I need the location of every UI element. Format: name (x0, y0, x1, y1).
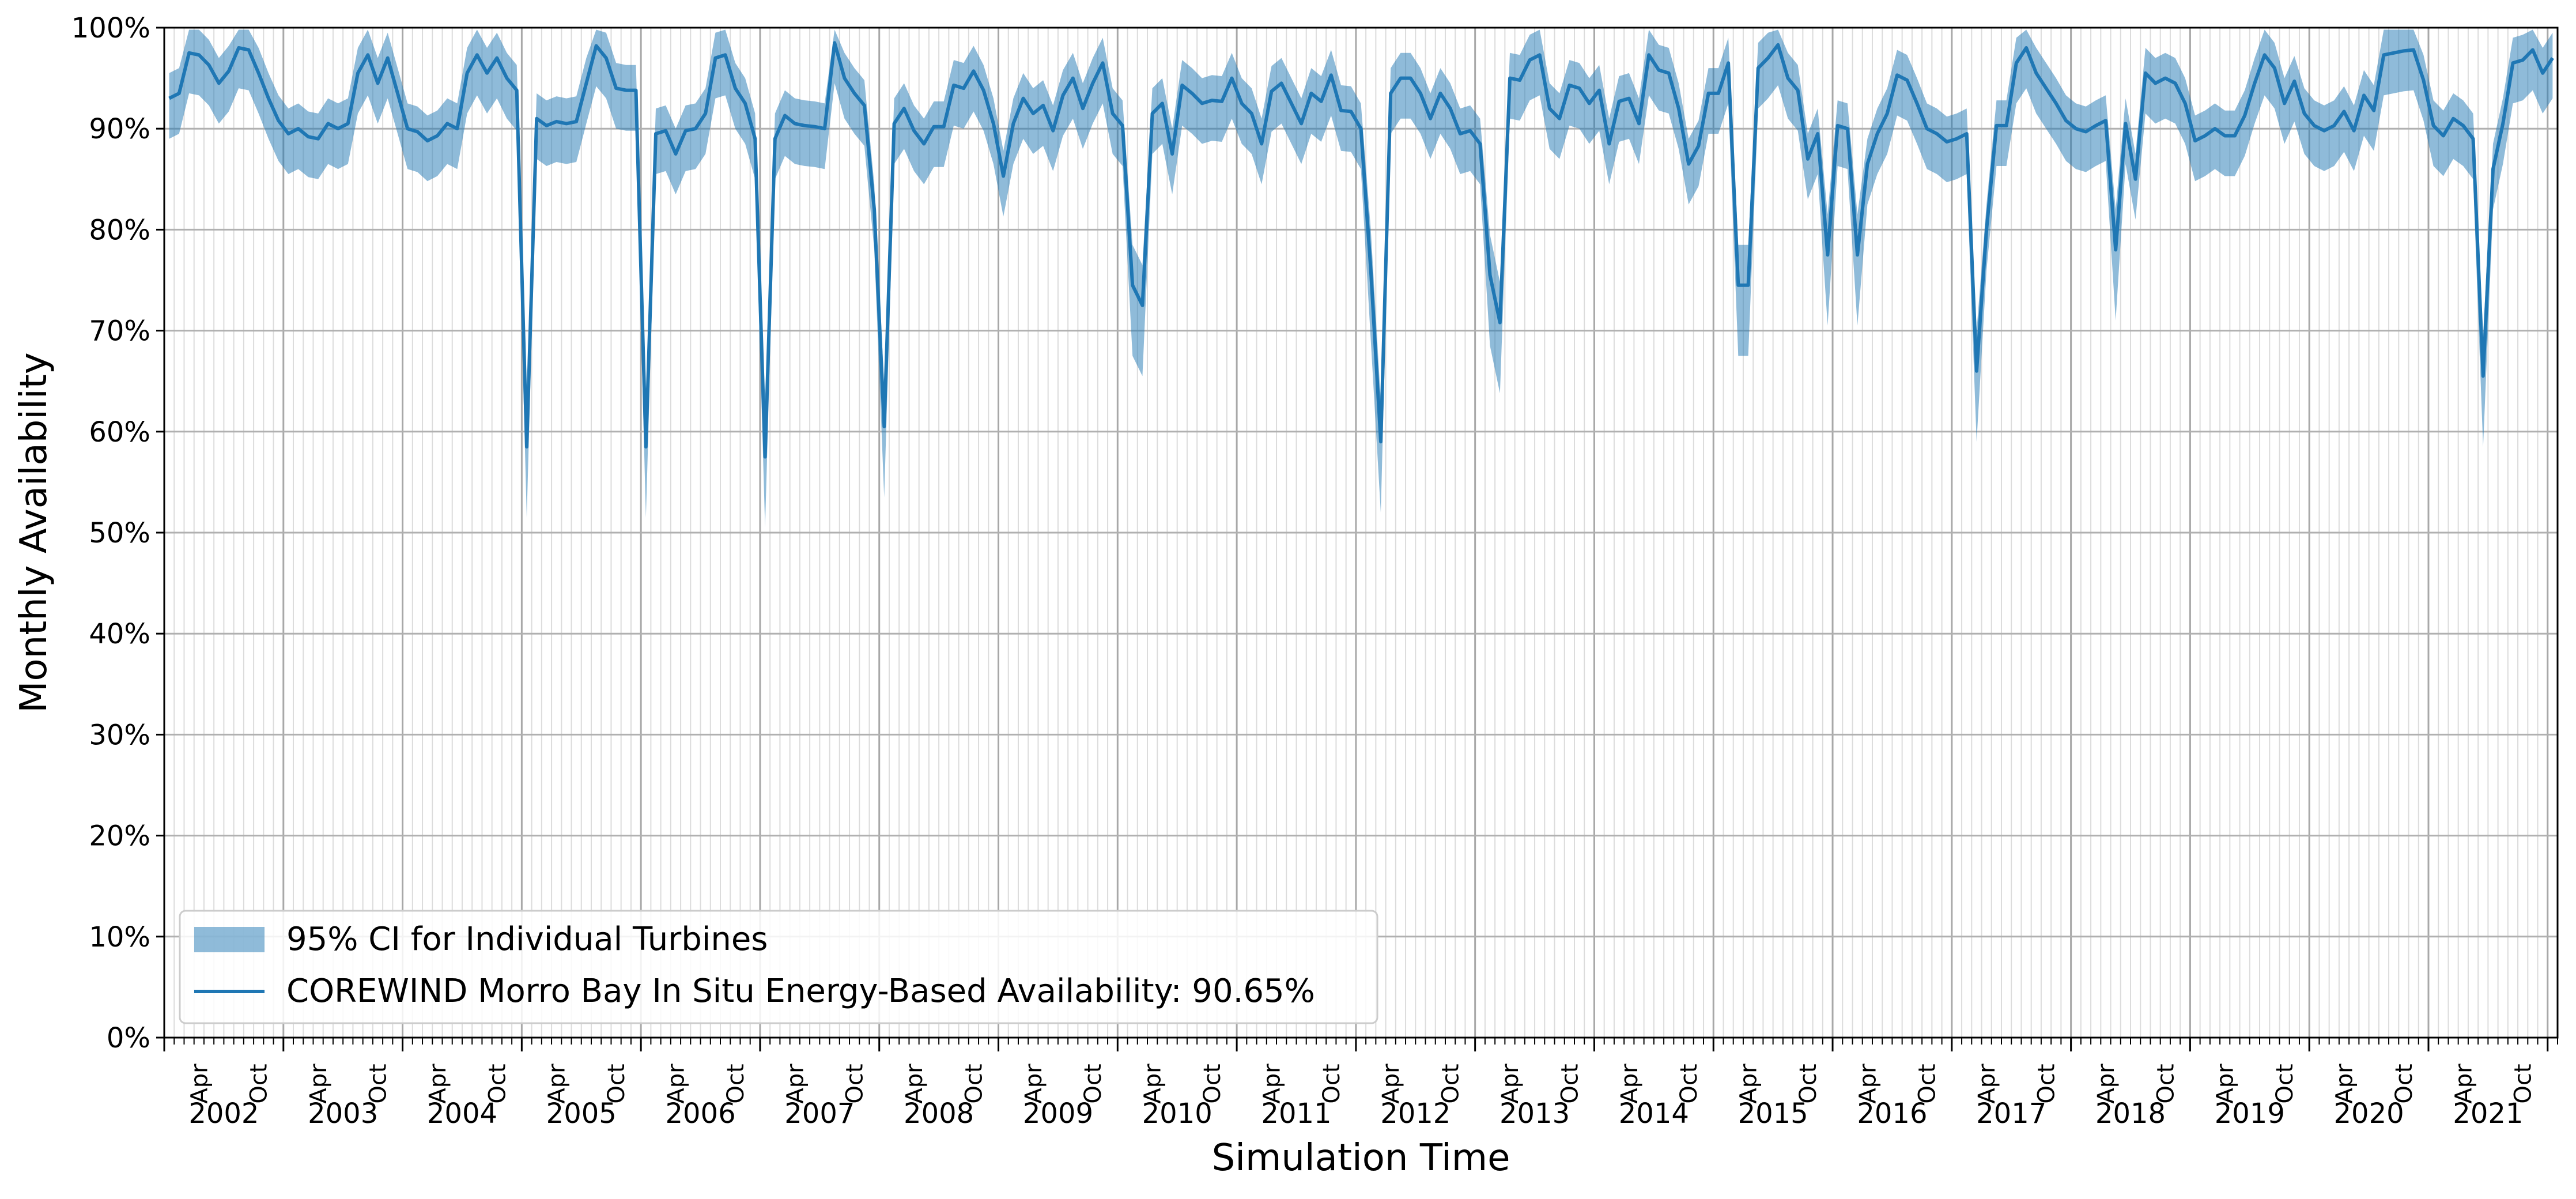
x-month-label: Oct (365, 1064, 391, 1103)
x-month-label: Apr (544, 1064, 571, 1104)
legend: 95% CI for Individual Turbines COREWIND M… (179, 910, 1378, 1024)
x-year-label: 2007 (784, 1098, 855, 1130)
x-year-label: 2017 (1976, 1098, 2046, 1130)
ci-band-area (169, 29, 2553, 528)
x-year-label: 2004 (427, 1098, 497, 1130)
y-tick-label: 50% (89, 517, 150, 549)
x-year-label: 2010 (1142, 1098, 1213, 1130)
series-line-layer (168, 41, 2554, 459)
x-month-label: Oct (246, 1064, 273, 1103)
x-month-label: Oct (1914, 1064, 1941, 1103)
x-month-label: Oct (603, 1064, 630, 1103)
x-year-label: 2009 (1023, 1098, 1093, 1130)
x-month-label: Oct (2391, 1064, 2418, 1103)
availability-series-line (168, 41, 2554, 459)
x-year-label: 2019 (2215, 1098, 2285, 1130)
x-month-label: Apr (2212, 1064, 2239, 1104)
x-axis-title: Simulation Time (1212, 1137, 1510, 1179)
x-month-label: Apr (901, 1064, 928, 1104)
axis-layer: 0%10%20%30%40%50%60%70%80%90%100%Apr Oct2… (13, 12, 2559, 1179)
x-year-label: 2014 (1619, 1098, 1689, 1130)
legend-line-label: COREWIND Morro Bay In Situ Energy-Based … (286, 972, 1315, 1010)
x-month-label: Apr (2332, 1064, 2358, 1104)
legend-band-swatch (194, 927, 265, 952)
ci-band-layer (169, 29, 2553, 528)
legend-box (179, 910, 1378, 1024)
x-month-label: Apr (425, 1064, 451, 1104)
x-month-label: Oct (1676, 1064, 1702, 1103)
x-month-label: Apr (2450, 1064, 2477, 1104)
x-year-label: 2021 (2453, 1098, 2523, 1130)
x-year-label: 2013 (1499, 1098, 1570, 1130)
x-year-label: 2012 (1380, 1098, 1451, 1130)
x-month-label: Oct (2152, 1064, 2179, 1103)
x-month-label: Apr (1021, 1064, 1047, 1104)
x-year-label: 2016 (1857, 1098, 1927, 1130)
x-month-label: Oct (2272, 1064, 2298, 1103)
x-month-label: Apr (1736, 1064, 1762, 1104)
x-year-label: 2002 (188, 1098, 259, 1130)
x-year-label: 2011 (1261, 1098, 1331, 1130)
x-month-label: Apr (186, 1064, 213, 1104)
x-month-label: Apr (1616, 1064, 1643, 1104)
x-month-label: Oct (1795, 1064, 1822, 1103)
y-tick-label: 100% (71, 12, 150, 44)
y-tick-label: 30% (89, 719, 150, 751)
x-year-label: 2005 (546, 1098, 617, 1130)
x-month-label: Apr (305, 1064, 332, 1104)
x-month-label: Oct (723, 1064, 749, 1103)
x-month-label: Oct (842, 1064, 868, 1103)
x-month-label: Oct (1319, 1064, 1345, 1103)
x-month-label: Oct (1080, 1064, 1106, 1103)
x-month-label: Apr (663, 1064, 689, 1104)
y-tick-label: 90% (89, 113, 150, 145)
x-year-label: 2020 (2334, 1098, 2404, 1130)
y-tick-label: 10% (89, 921, 150, 953)
x-month-label: Oct (2034, 1064, 2060, 1103)
x-month-label: Apr (1259, 1064, 1285, 1104)
x-month-label: Apr (1140, 1064, 1166, 1104)
x-month-label: Oct (484, 1064, 511, 1103)
x-month-label: Apr (1497, 1064, 1524, 1104)
x-year-label: 2015 (1738, 1098, 1808, 1130)
x-year-label: 2018 (2095, 1098, 2166, 1130)
y-tick-label: 40% (89, 618, 150, 650)
x-month-label: Apr (2093, 1064, 2120, 1104)
y-tick-label: 0% (107, 1022, 150, 1054)
x-month-label: Apr (1378, 1064, 1404, 1104)
y-tick-label: 70% (89, 315, 150, 348)
x-month-label: Oct (1199, 1064, 1226, 1103)
y-tick-label: 80% (89, 214, 150, 246)
x-month-label: Oct (961, 1064, 987, 1103)
x-year-label: 2003 (308, 1098, 378, 1130)
y-tick-label: 60% (89, 416, 150, 448)
x-month-label: Apr (1854, 1064, 1881, 1104)
x-month-label: Oct (2510, 1064, 2537, 1103)
x-year-label: 2006 (665, 1098, 735, 1130)
x-month-label: Apr (782, 1064, 809, 1104)
x-month-label: Apr (1974, 1064, 2000, 1104)
x-month-label: Oct (1557, 1064, 1583, 1103)
legend-band-label: 95% CI for Individual Turbines (286, 921, 768, 958)
y-axis-title: Monthly Availability (13, 352, 55, 712)
y-tick-label: 20% (89, 820, 150, 853)
x-year-label: 2008 (904, 1098, 974, 1130)
x-month-label: Oct (1438, 1064, 1464, 1103)
